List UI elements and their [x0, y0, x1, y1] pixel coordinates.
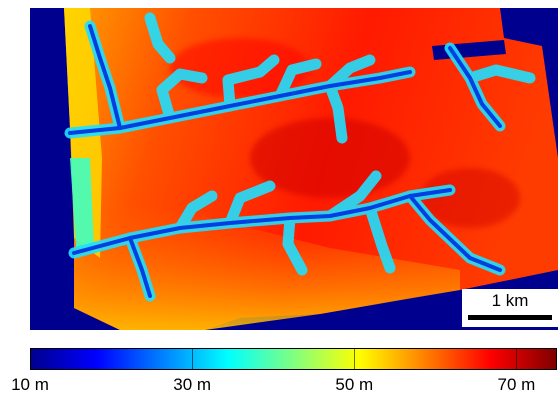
- colorbar-tick: [354, 348, 356, 370]
- colorbar-tick: [516, 348, 518, 370]
- colorbar-tick: [30, 348, 31, 370]
- colorbar-tick-label: 10 m: [11, 375, 49, 394]
- terrain-surface: [64, 8, 558, 330]
- colorbar-tick: [192, 348, 194, 370]
- scale-bar: 1 km: [462, 289, 558, 327]
- colorbar-tick-label: 30 m: [173, 375, 212, 394]
- colorbar: [30, 348, 557, 370]
- elevation-map: [30, 8, 558, 330]
- scale-bar-label: 1 km: [491, 291, 529, 310]
- elevation-raster: [30, 8, 558, 330]
- colorbar-gradient: [30, 348, 557, 370]
- colorbar-tick-label: 50 m: [335, 375, 374, 394]
- colorbar-tick-label: 70 m: [497, 375, 536, 394]
- drainage-network: [64, 12, 536, 302]
- scale-bar-line: [468, 315, 552, 320]
